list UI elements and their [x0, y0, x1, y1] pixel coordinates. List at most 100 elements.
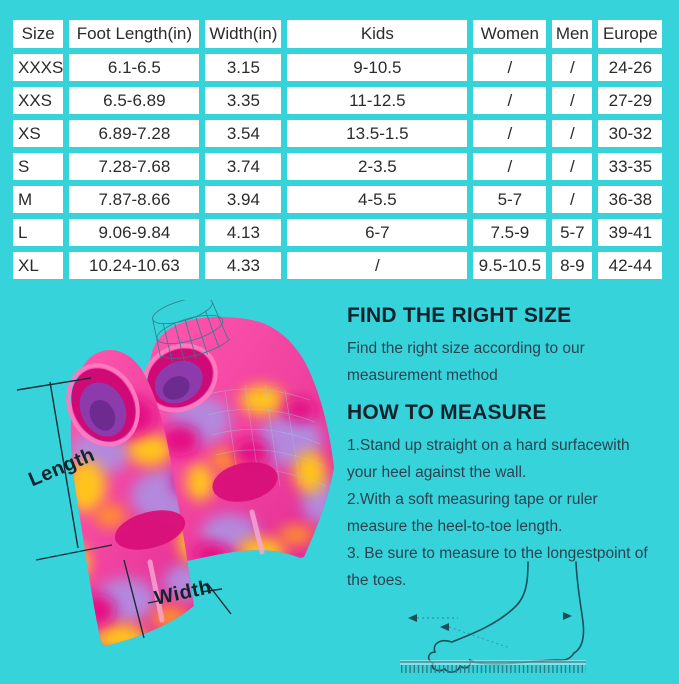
table-cell: 4.13: [205, 219, 282, 246]
table-cell: 3.54: [205, 120, 282, 147]
table-cell: 7.28-7.68: [69, 153, 200, 180]
width-label-left-seg: [147, 600, 159, 604]
table-cell: /: [552, 186, 593, 213]
column-header: Size: [13, 20, 64, 48]
table-cell: 7.5-9: [473, 219, 547, 246]
foot-outline-drawing: [400, 561, 586, 673]
table-cell: /: [552, 153, 593, 180]
table-cell: 6-7: [287, 219, 468, 246]
table-cell: 27-29: [598, 87, 663, 114]
table-row: L 9.06-9.84 4.13 6-7 7.5-9 5-7 39-41: [13, 219, 663, 246]
width-left-tick: [123, 559, 145, 639]
table-cell: 9-10.5: [287, 54, 468, 81]
column-header: Men: [552, 20, 593, 48]
length-top-tick: [16, 377, 92, 391]
length-line: [49, 381, 79, 549]
table-cell: S: [13, 153, 64, 180]
table-row: XL 10.24-10.63 4.33/9.5-10.5 8-9 42-44: [13, 252, 663, 279]
table-cell: 33-35: [598, 153, 663, 180]
table-cell: 2-3.5: [287, 153, 468, 180]
table-cell: XL: [13, 252, 64, 279]
text-line: 3. Be sure to measure to the longestpoin…: [347, 545, 648, 562]
foot-heel-line: [573, 561, 585, 654]
table-cell: 10.24-10.63: [69, 252, 200, 279]
text-line: 2.With a soft measuring tape or ruler: [347, 491, 598, 508]
table-cell: /: [552, 54, 593, 81]
column-header: Foot Length(in): [69, 20, 200, 48]
table-cell: XXS: [13, 87, 64, 114]
table-cell: M: [13, 186, 64, 213]
table-cell: 8-9: [552, 252, 593, 279]
table-cell: /: [287, 252, 468, 279]
table-cell: /: [473, 54, 547, 81]
text-line: Find the right size according to our: [347, 340, 585, 357]
table-cell: 24-26: [598, 54, 663, 81]
table-cell: 9.06-9.84: [69, 219, 200, 246]
table-cell: 13.5-1.5: [287, 120, 468, 147]
length-bottom-tick: [35, 544, 113, 561]
table-row: XXXS 6.1-6.5 3.15 9-10.5//24-26: [13, 54, 663, 81]
table-cell: 6.5-6.89: [69, 87, 200, 114]
size-table: Size Foot Length(in) Width(in) Kids Women Men…: [7, 14, 668, 285]
table-cell: 5-7: [552, 219, 593, 246]
table-cell: L: [13, 219, 64, 246]
dimension-lines: [16, 377, 232, 639]
find-right-size-text: Find the right size according to our meas…: [347, 335, 672, 389]
width-right-tick: [206, 582, 232, 615]
table-cell: XXXS: [13, 54, 64, 81]
table-cell: 39-41: [598, 219, 663, 246]
table-cell: 4-5.5: [287, 186, 468, 213]
fins-photo: [16, 297, 334, 646]
width-label-right-seg: [200, 588, 223, 593]
column-header: Width(in): [205, 20, 282, 48]
table-cell: 4.33: [205, 252, 282, 279]
table-cell: /: [552, 87, 593, 114]
measure-arrows: [408, 612, 572, 649]
table-cell: 7.87-8.66: [69, 186, 200, 213]
table-row: S 7.28-7.68 3.74 2-3.5//33-35: [13, 153, 663, 180]
table-cell: 11-12.5: [287, 87, 468, 114]
table-row: M 7.87-8.66 3.94 4-5.5 5-7/36-38: [13, 186, 663, 213]
how-to-measure-heading: HOW TO MEASURE: [347, 401, 547, 424]
column-header: Kids: [287, 20, 468, 48]
column-header: Women: [473, 20, 547, 48]
table-cell: /: [552, 120, 593, 147]
header-row: Size Foot Length(in) Width(in) Kids Women Men…: [13, 20, 663, 48]
table-cell: /: [473, 87, 547, 114]
mesh-cylinder: [152, 297, 231, 362]
table-cell: 36-38: [598, 186, 663, 213]
table-cell: 3.35: [205, 87, 282, 114]
measure-steps: 1.Stand up straight on a hard surfacewit…: [347, 432, 672, 594]
table-cell: 6.1-6.5: [69, 54, 200, 81]
foot-instep-line: [451, 561, 529, 643]
table-cell: 3.94: [205, 186, 282, 213]
fins-figure: [0, 297, 345, 679]
foot-diagram: [400, 556, 679, 679]
table-cell: 30-32: [598, 120, 663, 147]
size-table-header: Size Foot Length(in) Width(in) Kids Women Men…: [13, 20, 663, 48]
table-cell: 9.5-10.5: [473, 252, 547, 279]
right-fin: [142, 297, 334, 563]
table-cell: 3.74: [205, 153, 282, 180]
text-line: measure the heel-to-toe length.: [347, 518, 563, 535]
text-line: your heel against the wall.: [347, 464, 527, 481]
table-cell: /: [473, 120, 547, 147]
text-line: 1.Stand up straight on a hard surfacewit…: [347, 437, 630, 454]
text-line: the toes.: [347, 572, 407, 589]
table-cell: 5-7: [473, 186, 547, 213]
table-cell: 42-44: [598, 252, 663, 279]
size-table-body: XXXS 6.1-6.5 3.15 9-10.5//24-26 XXS 6.5-6.89 3…: [13, 54, 663, 279]
table-cell: 3.15: [205, 54, 282, 81]
table-cell: 6.89-7.28: [69, 120, 200, 147]
table-cell: XS: [13, 120, 64, 147]
table-cell: /: [473, 153, 547, 180]
text-line: measurement method: [347, 367, 498, 384]
ruler: [400, 660, 586, 673]
foot-toes-line: [427, 639, 475, 673]
table-row: XXS 6.5-6.89 3.35 11-12.5//27-29: [13, 87, 663, 114]
column-header: Europe: [598, 20, 663, 48]
table-row: XS 6.89-7.28 3.54 13.5-1.5//30-32: [13, 120, 663, 147]
find-right-size-heading: FIND THE RIGHT SIZE: [347, 304, 572, 327]
info-panel: FIND THE RIGHT SIZE Find the right size …: [347, 304, 672, 594]
